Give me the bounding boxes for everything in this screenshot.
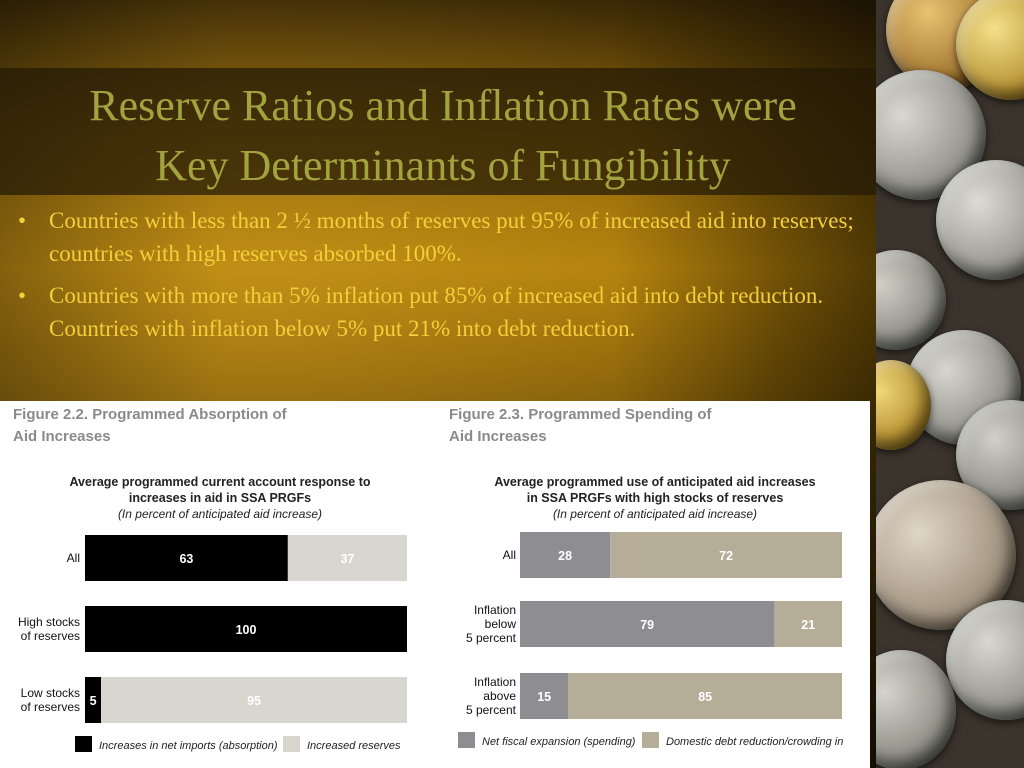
bar-segment [101,677,407,723]
chart-subtitle: Average programmed current account respo… [20,474,420,522]
coin-image [876,250,946,350]
figure-title-line-2: Aid Increases [449,428,547,445]
category-label: Low stocks [21,686,80,700]
coin-image [936,160,1024,280]
category-label: All [503,548,516,562]
data-label: 79 [640,618,654,632]
title-band [0,68,876,195]
data-label: 5 [90,694,97,708]
bar-segment [287,535,407,581]
category-label: of reserves [21,700,80,714]
category-label: of reserves [21,629,80,643]
legend-swatch [642,732,659,748]
figure-title: Figure 2.2. Programmed Absorption of Aid… [13,404,287,448]
category-label: above [483,689,516,703]
coin-image [876,650,956,768]
chart-title-line-2: in SSA PRGFs with high stocks of reserve… [526,491,784,505]
figure-title-line-2: Aid Increases [13,428,111,445]
bar-segment [774,601,842,647]
bar-segment [520,601,775,647]
legend-label: Net fiscal expansion (spending) [482,736,636,748]
category-label: Inflation [474,603,516,617]
bar-segment [568,673,842,719]
slide-title: Reserve Ratios and Inflation Rates were … [0,76,886,196]
coins-photo [876,0,1024,768]
category-label: 5 percent [466,631,517,645]
bullet-text: Countries with less than 2 ½ months of r… [49,208,854,266]
data-label: 28 [558,549,572,563]
chart-subtitle: Average programmed use of anticipated ai… [455,474,855,522]
bullet-item: • Countries with more than 5% inflation … [18,279,858,345]
bullet-marker: • [18,208,27,233]
category-label: High stocks [18,615,80,629]
legend-label: Increased reserves [307,740,401,752]
legend-swatch [458,732,475,748]
category-label: All [67,551,80,565]
data-label: 85 [698,690,712,704]
figure-title-line-1: Figure 2.3. Programmed Spending of [449,406,712,423]
figure-title-line-1: Figure 2.2. Programmed Absorption of [13,406,287,423]
legend-swatch [283,736,300,752]
data-label: 72 [719,549,733,563]
slide-title-line-2: Key Determinants of Fungibility [155,141,731,190]
category-label: Inflation [474,675,516,689]
data-label: 63 [179,552,193,566]
figure-title: Figure 2.3. Programmed Spending of Aid I… [449,404,712,448]
bar-segment [520,673,569,719]
category-label: 5 percent [466,703,517,717]
legend-label: Increases in net imports (absorption) [99,740,278,752]
chart-units-note: (In percent of anticipated aid increase) [552,507,758,521]
legend-swatch [75,736,92,752]
legend-label: Domestic debt reduction/crowding in [666,736,843,748]
chart-title-line-1: Average programmed current account respo… [69,475,371,489]
bar-segment [85,606,407,652]
bullet-text: Countries with more than 5% inflation pu… [49,283,824,341]
bullet-item: • Countries with less than 2 ½ months of… [18,204,858,270]
bar-segment [520,532,611,578]
data-label: 95 [247,694,261,708]
figures-panel: Figure 2.2. Programmed Absorption of Aid… [0,401,870,768]
chart-title-line-1: Average programmed use of anticipated ai… [494,475,816,489]
data-label: 37 [340,552,354,566]
bar-segment [85,677,102,723]
slide-title-line-1: Reserve Ratios and Inflation Rates were [89,81,797,130]
bullet-list: • Countries with less than 2 ½ months of… [18,204,858,354]
bullet-marker: • [18,283,27,308]
data-label: 15 [537,690,551,704]
data-label: 21 [801,618,815,632]
chart-title-line-2: increases in aid in SSA PRGFs [128,491,312,505]
data-label: 100 [236,623,257,637]
chart-units-note: (In percent of anticipated aid increase) [117,507,323,521]
bar-segment [610,532,842,578]
category-label: below [485,617,517,631]
bar-segment [85,535,288,581]
